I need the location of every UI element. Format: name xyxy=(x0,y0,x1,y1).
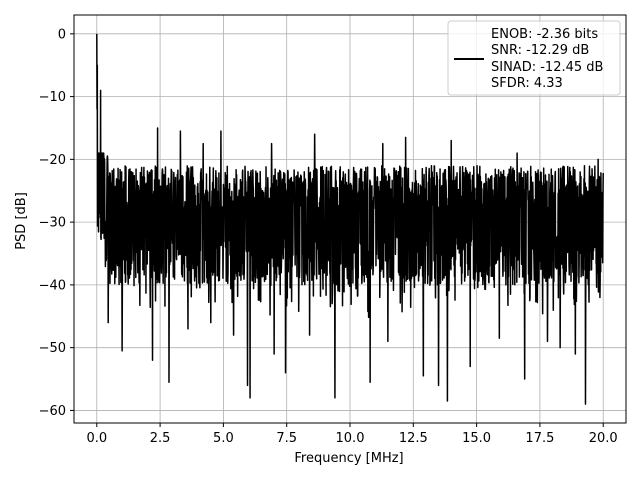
legend-entry-snr: SNR: -12.29 dB xyxy=(491,43,589,58)
legend: ENOB: -2.36 bits SNR: -12.29 dB SINAD: -… xyxy=(447,20,621,96)
y-tick-label: −40 xyxy=(39,278,66,293)
legend-entry-sinad: SINAD: -12.45 dB xyxy=(491,60,603,75)
legend-entry-enob: ENOB: -2.36 bits xyxy=(491,27,598,42)
y-tick-label: −60 xyxy=(39,404,66,419)
y-tick-label: 0 xyxy=(58,27,66,42)
x-tick-label: 15.0 xyxy=(462,431,491,446)
x-tick-label: 17.5 xyxy=(525,431,554,446)
plot-area xyxy=(96,33,604,405)
x-tick-label: 5.0 xyxy=(213,431,234,446)
y-axis-label: PSD [dB] xyxy=(14,192,29,250)
axes: 0.0 2.5 5.0 7.5 10.0 12.5 15.0 17.5 20.0 0 −10 −20 −… xyxy=(39,14,627,446)
x-tick-label: 20.0 xyxy=(589,431,618,446)
psd-series-line xyxy=(96,33,604,405)
x-tick-label: 10.0 xyxy=(336,431,365,446)
y-tick-label: −50 xyxy=(39,341,66,356)
y-tick-label: −20 xyxy=(39,153,66,168)
legend-entry-sfdr: SFDR: 4.33 xyxy=(491,76,563,91)
x-axis-label: Frequency [MHz] xyxy=(294,451,403,466)
y-tick-label: −30 xyxy=(39,216,66,231)
y-tick-label: −10 xyxy=(39,90,66,105)
legend-frame xyxy=(447,20,621,96)
x-tick-label: 2.5 xyxy=(150,431,171,446)
x-tick-label: 7.5 xyxy=(276,431,297,446)
x-tick-label: 12.5 xyxy=(399,431,428,446)
x-tick-label: 0.0 xyxy=(86,431,107,446)
